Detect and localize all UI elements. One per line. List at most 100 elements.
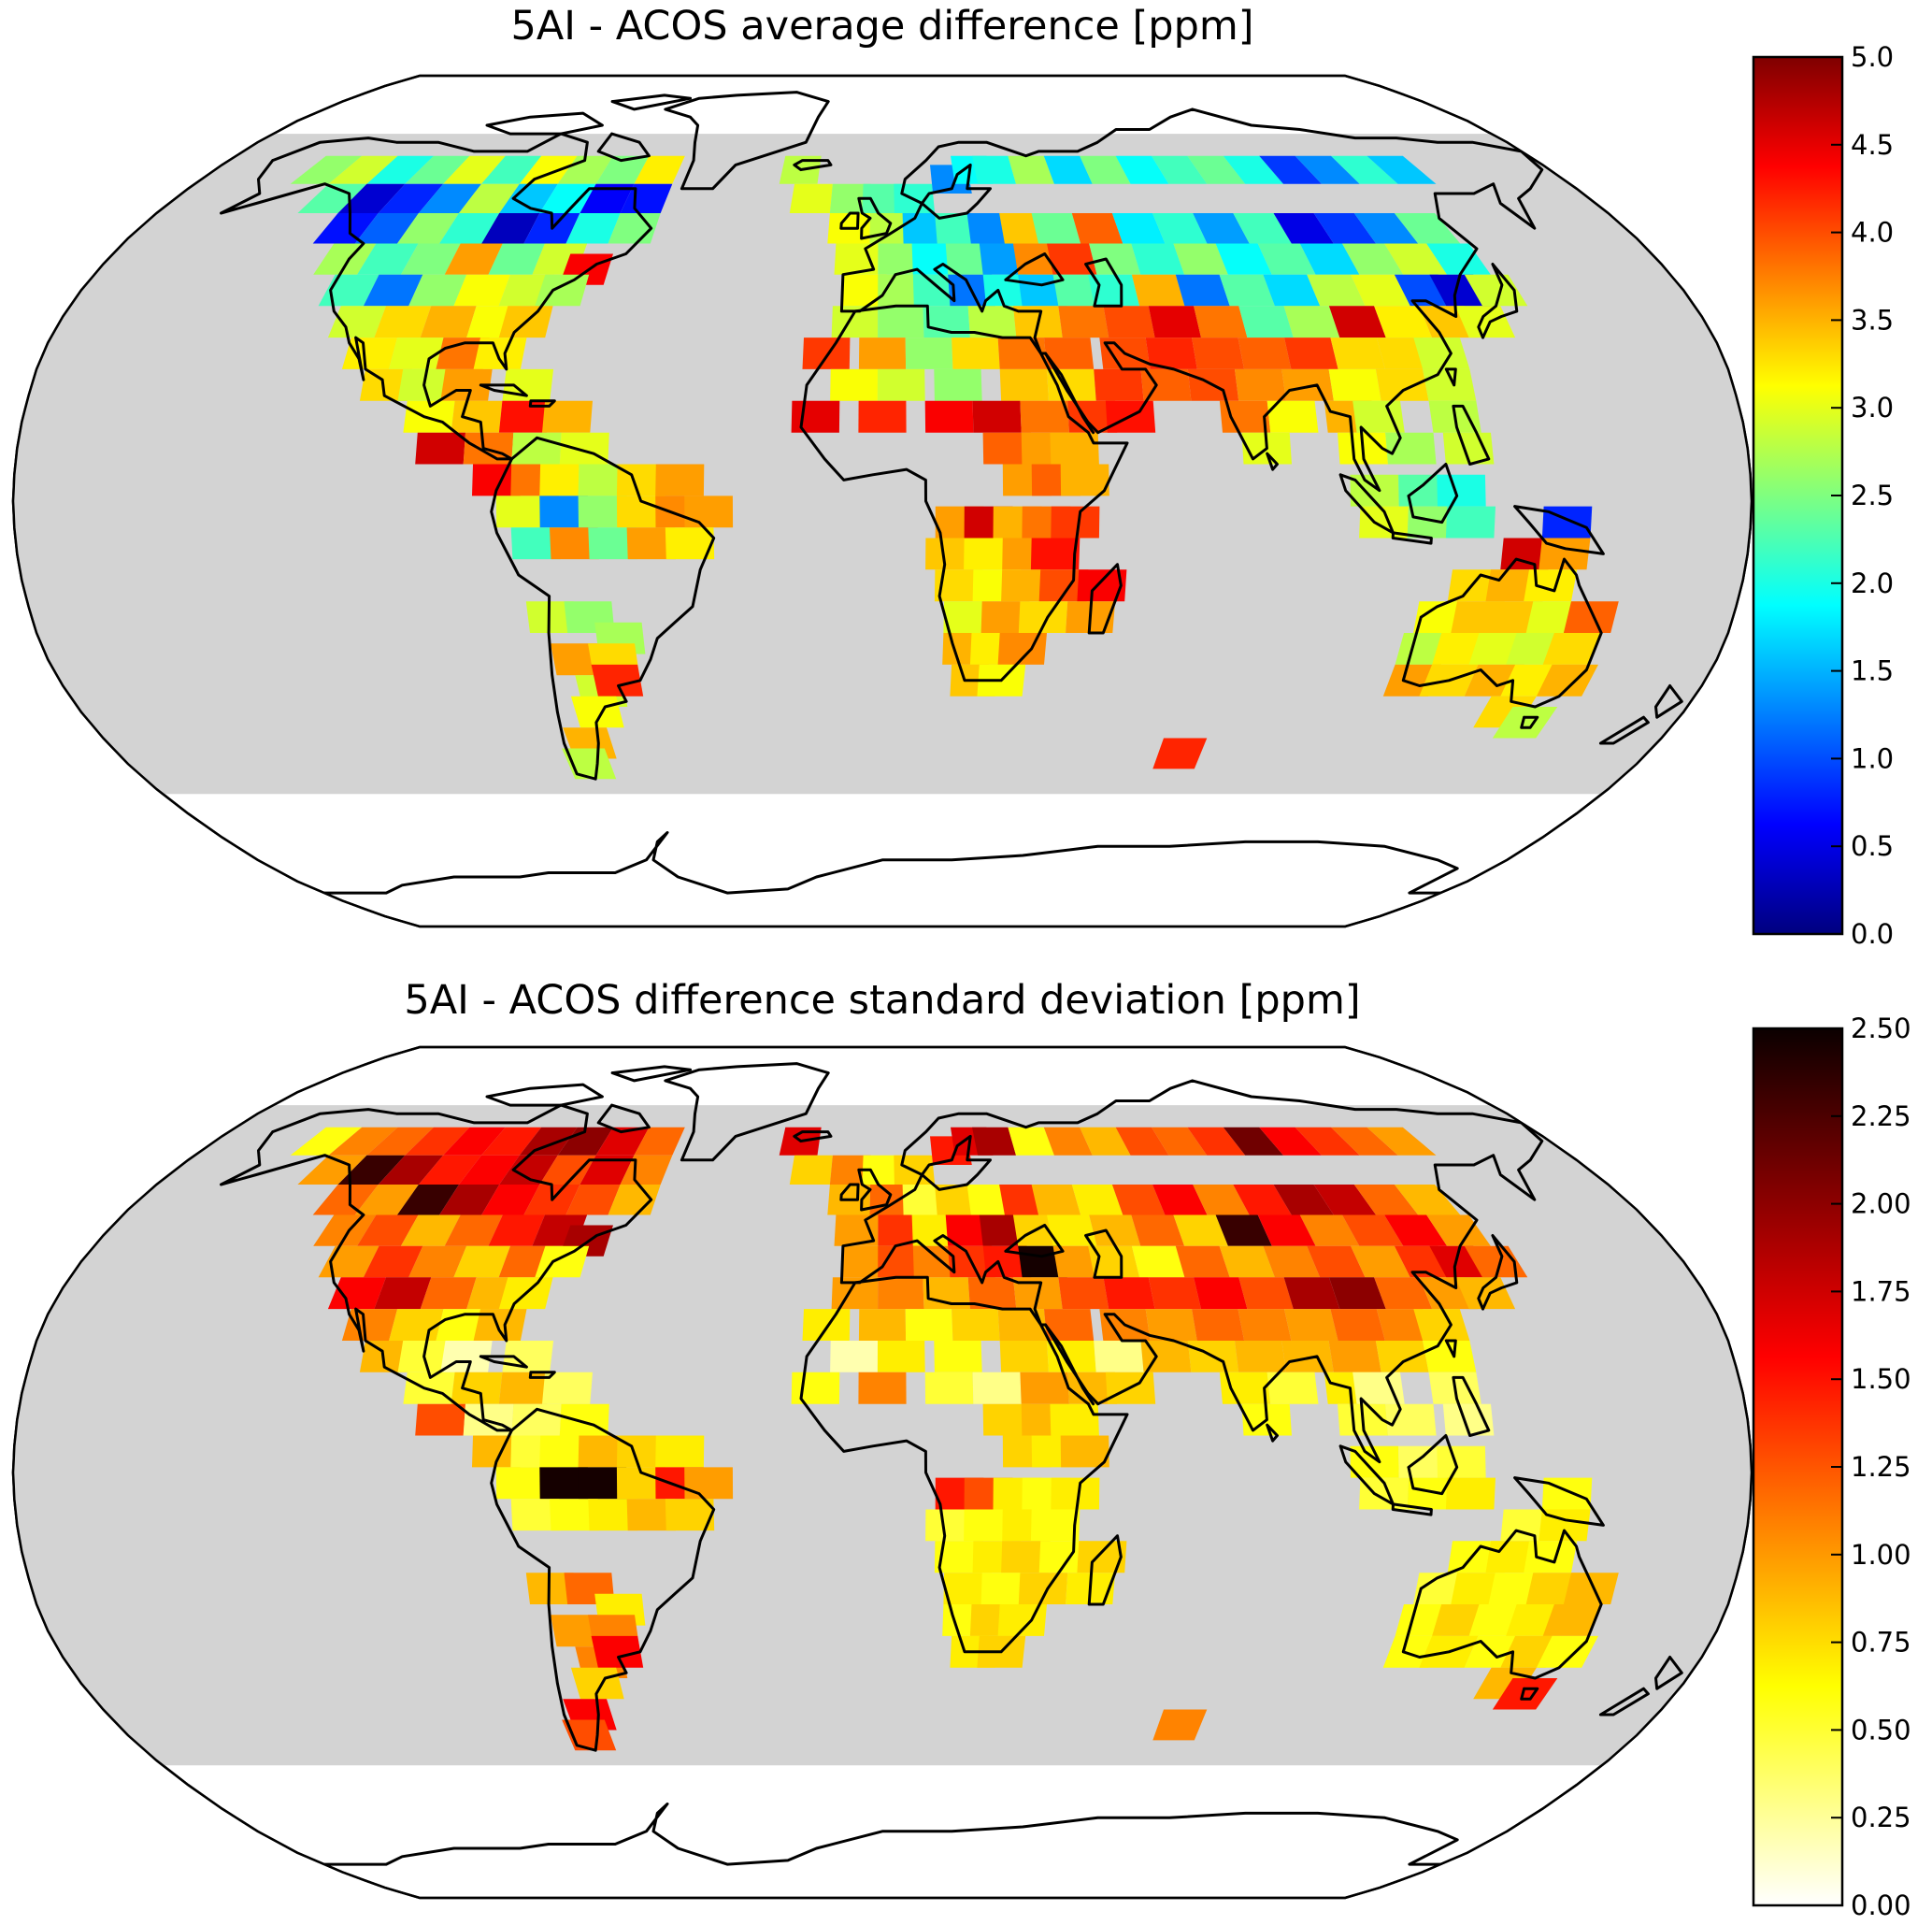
colorbar: 0.0 0.5 1.0 1.5 2.0 2.5 3.0 3.5 4.0 4.5 5.0: [1752, 41, 1894, 950]
grid-cell: [1350, 1445, 1399, 1478]
coastline: [1044, 1323, 1095, 1406]
colorbar-tick-label: 2.00: [1851, 1188, 1911, 1220]
colorbar-tick-label: 4.0: [1851, 217, 1894, 249]
grid-cell: [327, 1277, 386, 1310]
coastline: [1520, 1687, 1539, 1701]
coastline: [479, 383, 528, 397]
grid-cell: [789, 183, 833, 213]
grid-cell: [665, 1499, 715, 1531]
grid-cell: [578, 496, 627, 528]
grid-cell: [1077, 569, 1127, 602]
grid-cell: [588, 527, 637, 560]
grid-cell: [1385, 432, 1437, 465]
grid-cell: [999, 1341, 1049, 1372]
grid-cell: [473, 338, 527, 369]
grid-cell: [297, 183, 367, 213]
grid-cell: [1353, 213, 1419, 244]
grid-cell: [1094, 368, 1144, 401]
coastline: [1444, 1339, 1457, 1358]
grid-cell: [1194, 1277, 1248, 1310]
grid-cell: [1352, 1372, 1405, 1404]
panel-title: 5AI - ACOS average difference [ppm]: [510, 3, 1253, 50]
coastline: [1004, 1224, 1065, 1258]
grid-cell: [1524, 569, 1578, 602]
grid-cell: [405, 1127, 470, 1156]
grid-cell: [905, 1309, 953, 1341]
grid-cell: [1030, 1509, 1080, 1542]
grid-cell: [1001, 569, 1051, 602]
grid-cell: [972, 1372, 1022, 1404]
colorbar-tick-label: 2.50: [1851, 1013, 1911, 1044]
colorbar-tick-label: 0.0: [1851, 918, 1894, 950]
coastline: [1654, 1656, 1683, 1690]
grid-cell: [1299, 243, 1360, 275]
grid-cell: [1267, 400, 1319, 433]
grid-cell: [1563, 601, 1619, 633]
grid-cell: [525, 601, 578, 633]
grid-cell: [1030, 538, 1080, 570]
grid-cell: [1385, 1403, 1437, 1436]
grid-cell: [1542, 1604, 1602, 1636]
coastline: [793, 159, 833, 171]
grid-cell: [408, 1245, 467, 1278]
grid-cell: [595, 1127, 650, 1156]
colorbar-tick-label: 3.0: [1851, 392, 1894, 424]
grid-cell: [1140, 1341, 1192, 1372]
grid-cell: [934, 368, 982, 401]
grid-cell: [439, 213, 500, 244]
grid-cell: [655, 1435, 705, 1468]
grid-cell: [1235, 368, 1286, 401]
grid-cell: [1051, 506, 1100, 539]
grid-cell: [972, 1127, 1016, 1156]
coastline: [610, 1065, 693, 1083]
coastline: [839, 211, 860, 230]
grid-cell: [459, 183, 520, 213]
grid-cell: [1219, 1372, 1271, 1404]
grid-cell: [1342, 243, 1404, 275]
grid-cell: [1445, 506, 1496, 539]
grid-cell: [327, 306, 386, 338]
coastline: [839, 1183, 860, 1201]
coastlines: [220, 1062, 1683, 1866]
grid-cell: [858, 400, 907, 433]
grid-cell: [980, 1573, 1030, 1604]
grid-cell: [1313, 213, 1377, 244]
grid-cell: [1060, 1435, 1109, 1468]
grid-cell: [542, 1372, 593, 1404]
grid-cell: [481, 213, 540, 244]
grid-cell: [1374, 306, 1433, 338]
grid-cell: [1152, 155, 1208, 184]
coastline: [528, 1371, 556, 1379]
grid-cell: [1080, 1127, 1131, 1156]
coastline: [220, 132, 653, 461]
grid-cell: [1233, 213, 1292, 244]
grid-cell: [1331, 1127, 1398, 1156]
coastline: [1477, 263, 1519, 339]
grid-cell: [1111, 1185, 1166, 1215]
grid-cell: [415, 432, 465, 465]
grid-cell: [510, 527, 561, 560]
grid-cell: [1426, 1214, 1491, 1246]
grid-cell: [841, 274, 887, 307]
grid-cell: [1175, 274, 1230, 307]
grid-cell: [655, 464, 705, 496]
grid-cell: [1047, 243, 1097, 275]
grid-cell: [858, 1309, 907, 1341]
grid-cell: [1263, 274, 1321, 307]
grid-cell: [420, 306, 477, 338]
grid-cell: [400, 243, 461, 275]
grid-cell: [591, 1635, 644, 1668]
grid-cell: [1330, 1309, 1385, 1341]
grid-cell: [539, 496, 589, 528]
coastline: [1407, 463, 1459, 524]
grid-cell: [1299, 1214, 1360, 1246]
coastline: [1654, 684, 1683, 719]
grid-cell: [1077, 1541, 1127, 1573]
grid-cell: [1047, 1214, 1097, 1246]
grid-cell: [878, 306, 924, 338]
grid-cell: [684, 496, 734, 528]
grid-cell: [1367, 1127, 1437, 1156]
coastline: [1391, 1502, 1433, 1516]
grid-cell: [925, 538, 974, 570]
